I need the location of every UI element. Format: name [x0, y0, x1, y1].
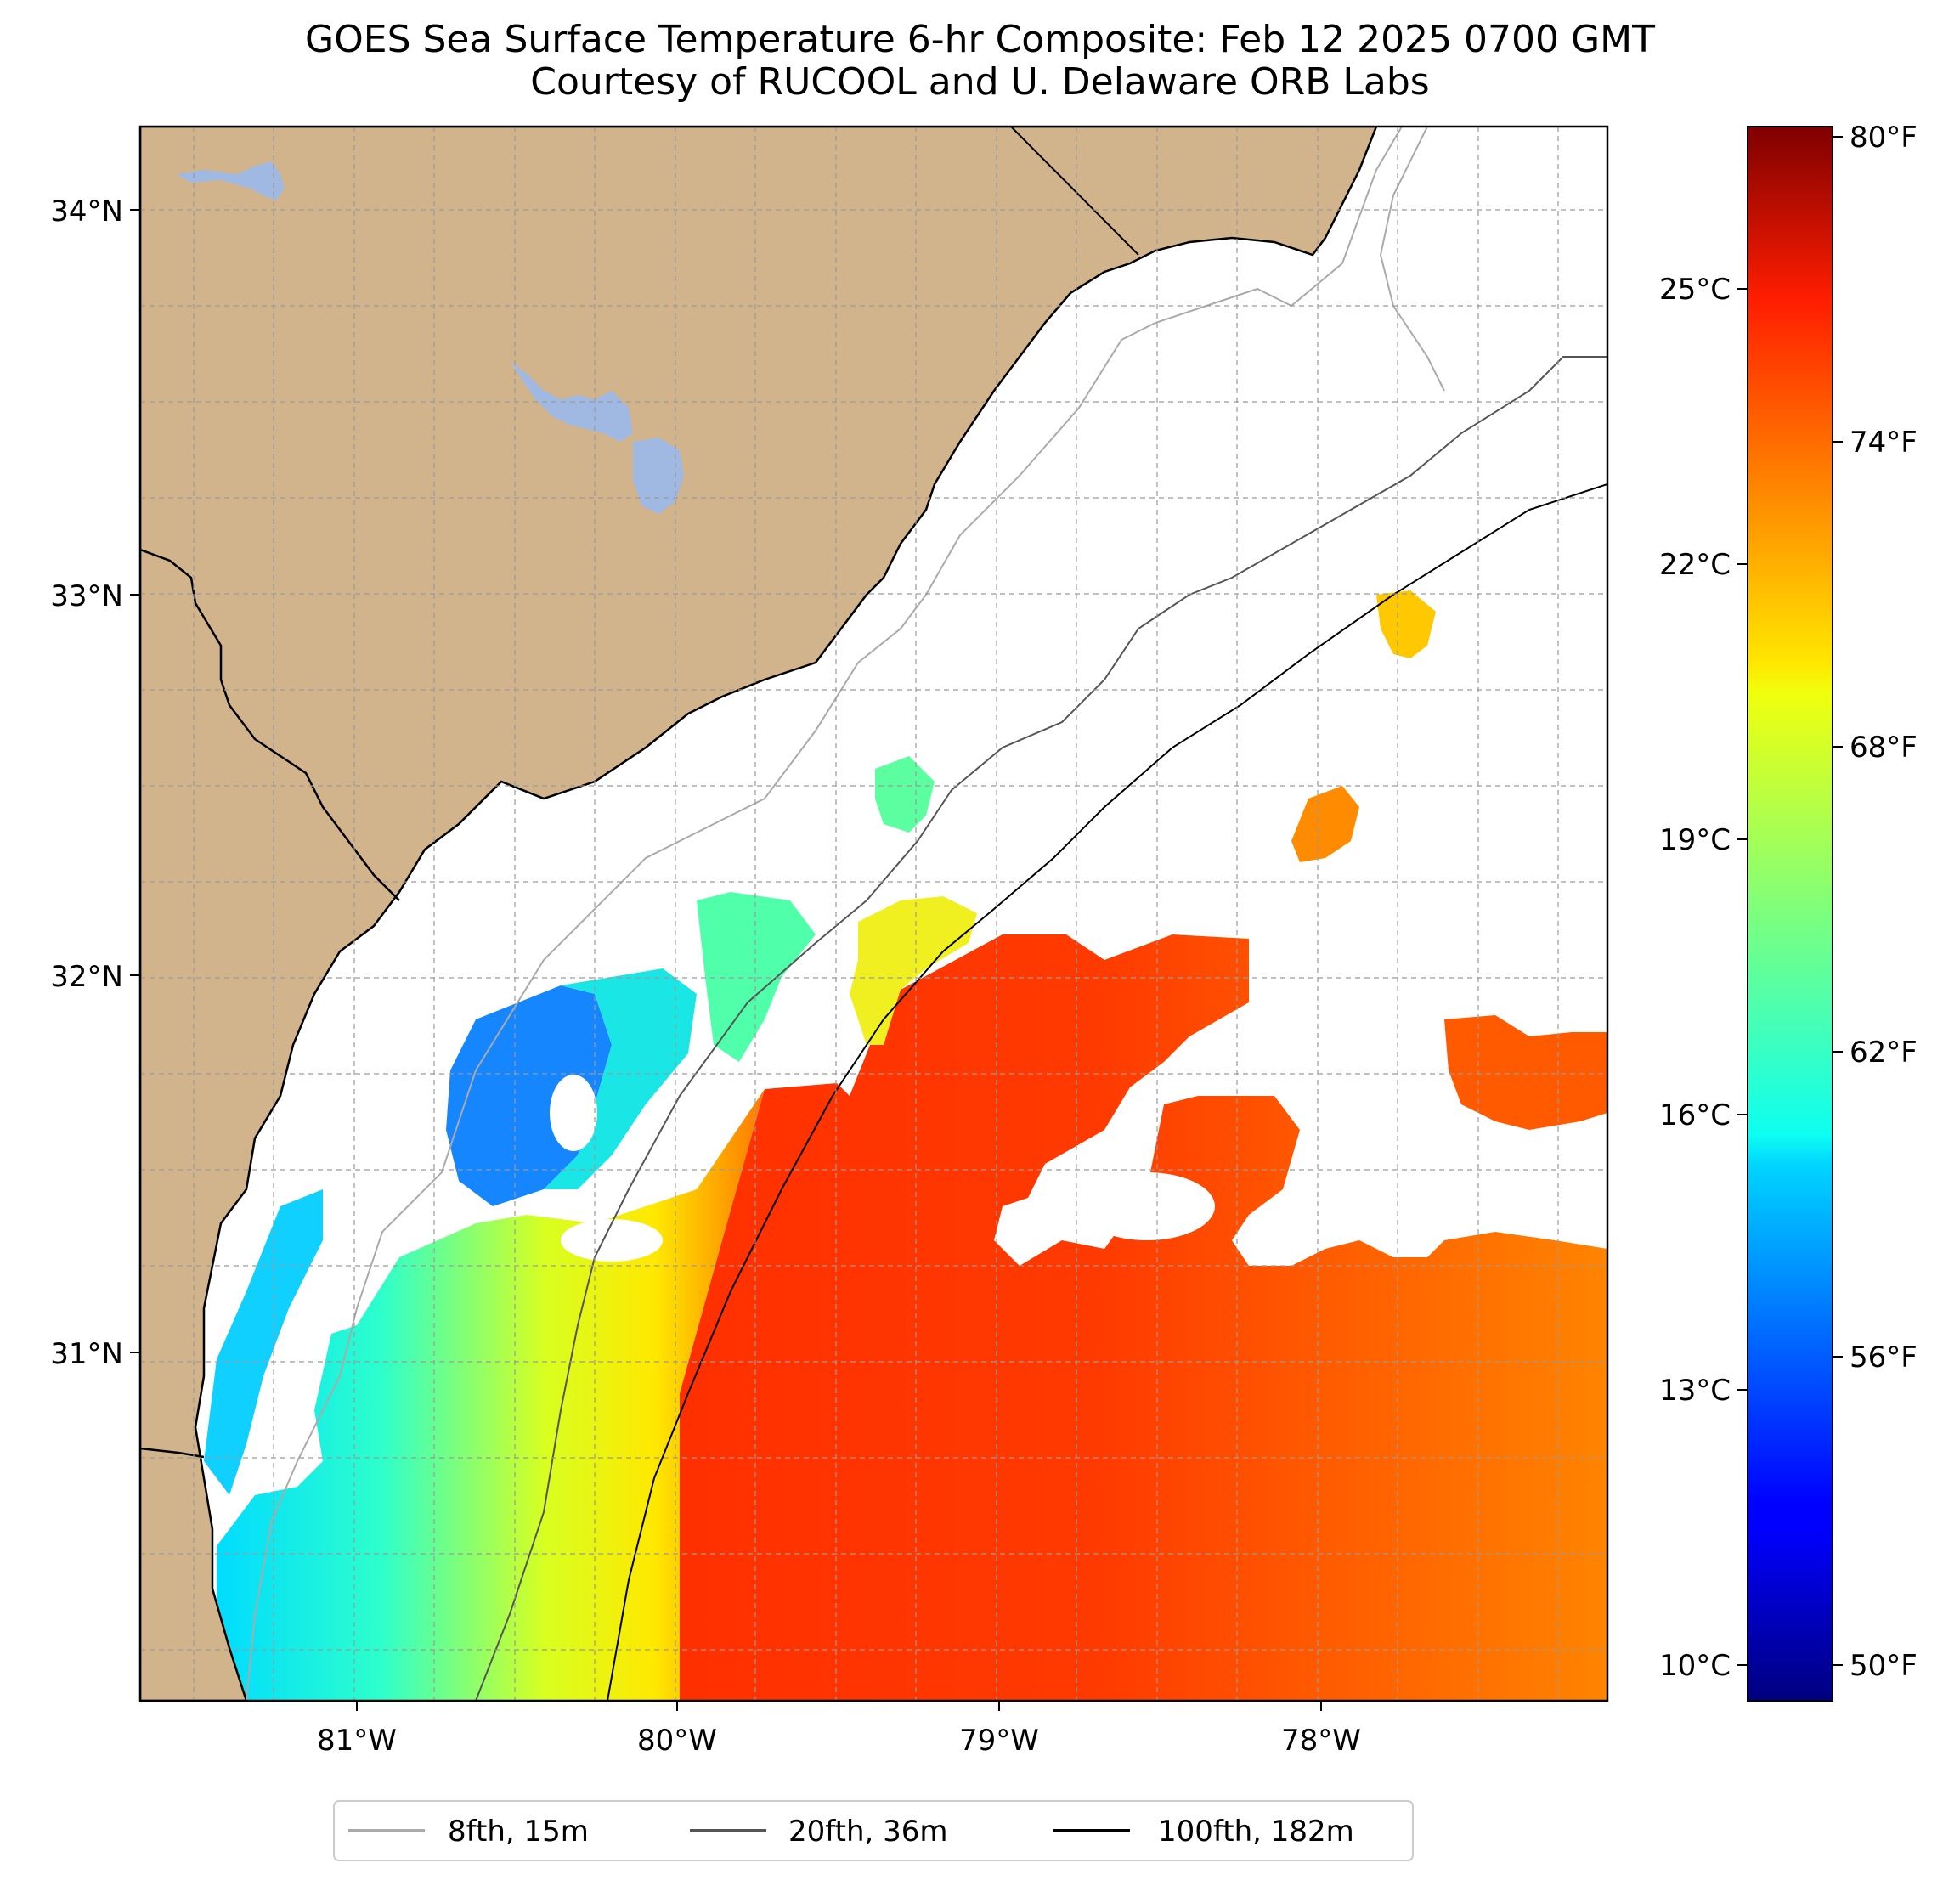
colorbar-fahrenheit-ticks: 80°F 74°F 68°F 62°F 56°F 50°F [1833, 121, 1918, 1683]
sst-green-strip [697, 892, 816, 1062]
sst-warm-region [680, 934, 1607, 1701]
map-content [140, 127, 1607, 1701]
lon-label-81w: 81°W [317, 1724, 397, 1758]
state-boundary-sc-ga [140, 548, 400, 901]
lake-3 [633, 438, 684, 514]
sst-green-patch [875, 756, 935, 833]
title-line-1: GOES Sea Surface Temperature 6-hr Compos… [305, 18, 1655, 61]
colorbar: 25°C 22°C 19°C 16°C 13°C 10°C 80°F 74°F … [1659, 121, 1918, 1702]
lat-label-33: 33°N [50, 579, 123, 613]
sst-cold-eddy [446, 985, 612, 1206]
isobath-8fth-b [1379, 127, 1445, 392]
lat-label-32: 32°N [50, 960, 123, 994]
sst-gap-1 [550, 1075, 597, 1151]
colorbar-c-25: 25°C [1659, 273, 1731, 307]
legend-box [333, 1800, 1414, 1861]
chart-title: GOES Sea Surface Temperature 6-hr Compos… [0, 19, 1960, 104]
title-line-2: Courtesy of RUCOOL and U. Delaware ORB L… [530, 60, 1430, 104]
lon-label-79w: 79°W [959, 1724, 1039, 1758]
lon-label-80w: 80°W [637, 1724, 717, 1758]
state-boundary-ga-fl [140, 1447, 205, 1459]
colorbar-f-62: 62°F [1850, 1036, 1918, 1070]
colorbar-c-16: 16°C [1659, 1098, 1731, 1132]
colorbar-f-50: 50°F [1850, 1649, 1918, 1683]
isobath-100fth [607, 483, 1607, 1701]
colorbar-gradient [1747, 126, 1833, 1702]
sst-yellow-patch [1376, 590, 1436, 658]
isobath-8fth [246, 127, 1403, 1701]
lat-label-31: 31°N [50, 1337, 123, 1371]
sst-orange-patch [1291, 786, 1359, 862]
map-gridlines [140, 127, 1607, 1701]
lat-label-34: 34°N [50, 195, 123, 229]
sst-yellow-strip [850, 896, 977, 1045]
lon-label-78w: 78°W [1281, 1724, 1361, 1758]
legend-label-100fth: 100fth, 182m [1158, 1815, 1354, 1849]
isobath-20fth [475, 356, 1607, 1701]
colorbar-f-68: 68°F [1850, 731, 1918, 765]
colorbar-f-56: 56°F [1850, 1341, 1918, 1375]
colorbar-c-22: 22°C [1659, 548, 1731, 582]
lat-axis: 34°N 33°N 32°N 31°N [50, 195, 140, 1371]
map-frame [138, 125, 1609, 1702]
sst-data-layer [140, 590, 1607, 1701]
legend-label-8fth: 8fth, 15m [448, 1815, 589, 1849]
lon-axis: 81°W 80°W 79°W 78°W [317, 1701, 1361, 1758]
colorbar-c-13: 13°C [1659, 1374, 1731, 1408]
sst-gap-2 [561, 1219, 663, 1262]
sst-east-patch [1444, 1015, 1607, 1130]
sst-gap-3 [1079, 1172, 1215, 1240]
colorbar-f-80: 80°F [1850, 121, 1918, 155]
colorbar-c-10: 10°C [1659, 1649, 1731, 1683]
lake-1 [177, 161, 285, 200]
sst-cyan-band [544, 968, 697, 1189]
colorbar-celsius-ticks: 25°C 22°C 19°C 16°C 13°C 10°C [1659, 273, 1748, 1683]
legend-label-20fth: 20fth, 36m [788, 1815, 948, 1849]
colorbar-c-19: 19°C [1659, 823, 1731, 857]
isobath-legend: 8fth, 15m 20fth, 36m 100fth, 182m [333, 1800, 1414, 1861]
land-mainland [140, 127, 1378, 1701]
colorbar-f-74: 74°F [1850, 426, 1918, 460]
state-boundary-nc-sc [1010, 127, 1139, 256]
